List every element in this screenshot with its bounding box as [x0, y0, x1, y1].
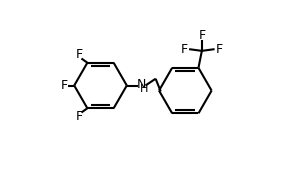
Text: F: F [75, 48, 83, 61]
Text: F: F [216, 43, 223, 56]
Text: F: F [181, 43, 188, 56]
Text: F: F [198, 29, 205, 42]
Text: F: F [60, 79, 67, 92]
Text: H: H [140, 84, 148, 94]
Text: N: N [136, 78, 146, 91]
Text: F: F [75, 110, 83, 123]
